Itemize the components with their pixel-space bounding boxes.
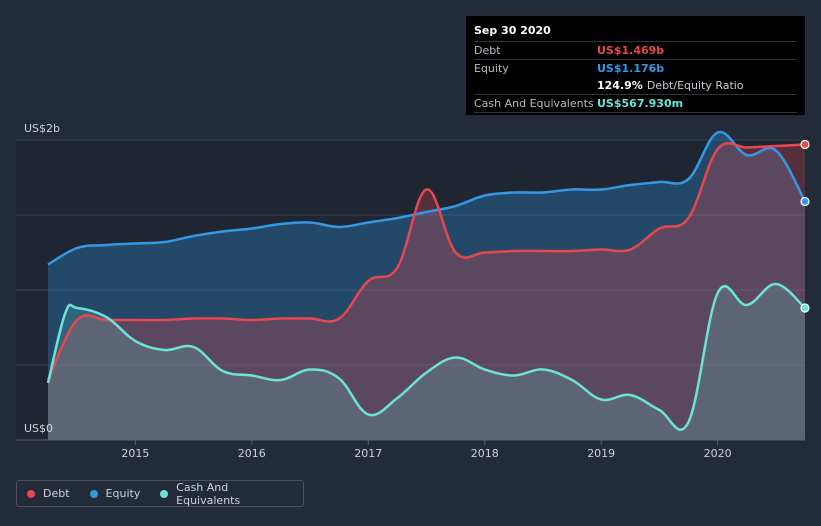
tooltip-ratio-value: 124.9%	[597, 79, 643, 92]
y-axis-label-bottom: US$0	[24, 422, 53, 435]
tooltip-date: Sep 30 2020	[474, 24, 551, 37]
tooltip-equity-value: US$1.176b	[597, 62, 665, 75]
debt-line	[46, 141, 806, 381]
x-tick-label-2019: 2019	[587, 447, 615, 460]
x-tick-label-2018: 2018	[471, 447, 499, 460]
legend-item-debt[interactable]: Debt	[17, 481, 80, 506]
tooltip-bottom-rule	[474, 112, 797, 113]
cash-area	[48, 283, 805, 440]
tooltip-row-ratio: 124.9% Debt/Equity Ratio	[474, 77, 797, 94]
tooltip-debt-value: US$1.469b	[597, 44, 665, 57]
debt-dot-icon	[27, 489, 35, 498]
x-tick-label-2015: 2015	[121, 447, 149, 460]
cash-line	[46, 282, 806, 431]
legend-item-equity[interactable]: Equity	[80, 481, 151, 506]
tooltip-ratio-spacer	[474, 77, 597, 94]
debt-endpoint	[800, 139, 810, 150]
cash-dot-icon	[160, 489, 169, 498]
tooltip-row-equity: Equity US$1.176b	[474, 59, 797, 77]
x-tick-label-2020: 2020	[704, 447, 732, 460]
cash-endpoint	[800, 303, 810, 313]
tooltip-row-cash: Cash And Equivalents US$567.930m	[474, 94, 797, 112]
legend: Debt Equity Cash And Equivalents	[16, 480, 304, 507]
tooltip-cash-value: US$567.930m	[597, 97, 684, 110]
legend-cash-label: Cash And Equivalents	[176, 480, 241, 507]
equity-endpoint	[800, 196, 810, 207]
legend-debt-label: Debt	[43, 487, 70, 500]
tooltip-equity-label: Equity	[474, 62, 509, 75]
tooltip-ratio-label: Debt/Equity Ratio	[646, 79, 744, 92]
legend-item-cash[interactable]: Cash And Equivalents	[150, 480, 303, 507]
debt-area	[48, 143, 805, 440]
equity-line	[47, 130, 807, 266]
tooltip-cash-label: Cash And Equivalents	[474, 97, 594, 110]
tooltip: Sep 30 2020 Debt US$1.469b Equity US$1.1…	[466, 16, 805, 115]
y-axis-label-top: US$2b	[24, 122, 60, 135]
x-tick-label-2017: 2017	[354, 447, 382, 460]
x-tick-label-2016: 2016	[238, 447, 266, 460]
tooltip-row-debt: Debt US$1.469b	[474, 41, 797, 59]
equity-area	[48, 131, 805, 441]
equity-dot-icon	[89, 489, 98, 498]
legend-equity-label: Equity	[105, 487, 141, 500]
tooltip-debt-label: Debt	[474, 44, 501, 57]
